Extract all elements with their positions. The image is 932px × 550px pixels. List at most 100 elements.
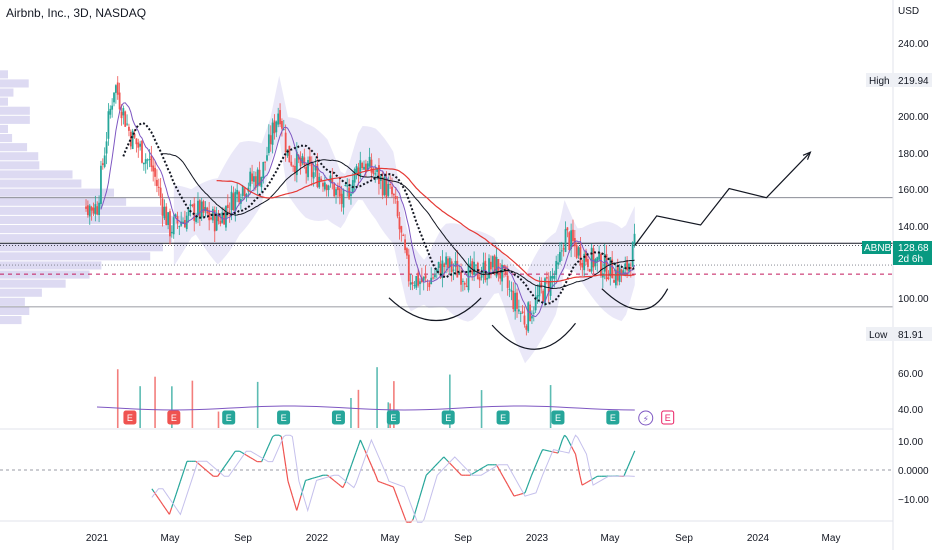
candle-body bbox=[553, 275, 556, 279]
candle-body bbox=[299, 157, 302, 167]
earnings-marker[interactable]: E bbox=[551, 410, 565, 425]
osc-segment bbox=[151, 488, 155, 493]
candle-body bbox=[353, 168, 356, 183]
candle-body bbox=[243, 188, 246, 196]
candle-body bbox=[495, 256, 498, 277]
earnings-marker-letter: E bbox=[171, 413, 177, 423]
candle-body bbox=[131, 130, 134, 150]
candle-body bbox=[267, 134, 270, 154]
candle-body bbox=[90, 206, 93, 211]
price-tick: 200.00 bbox=[898, 112, 929, 123]
osc-segment bbox=[416, 497, 421, 505]
earnings-marker[interactable]: E bbox=[331, 410, 345, 425]
candle-body bbox=[178, 226, 181, 228]
dividend-marker[interactable]: ⚡ bbox=[638, 410, 654, 426]
osc-segment bbox=[456, 470, 460, 474]
candle-body bbox=[92, 207, 95, 214]
candle-body bbox=[118, 92, 121, 110]
candle-body bbox=[493, 255, 496, 275]
candle-body bbox=[523, 315, 526, 325]
candle-body bbox=[590, 247, 593, 272]
candle-body bbox=[532, 312, 535, 314]
candle-body bbox=[114, 85, 117, 93]
earnings-marker-letter: E bbox=[555, 413, 561, 423]
candle-body bbox=[521, 311, 524, 314]
earnings-marker[interactable]: E bbox=[167, 410, 181, 425]
candle-body bbox=[85, 206, 87, 209]
candle-body bbox=[154, 167, 156, 177]
osc-segment bbox=[344, 476, 348, 484]
earnings-markers[interactable]: E E E E E E E E E E E ⚡ bbox=[123, 410, 675, 426]
earnings-marker[interactable]: E bbox=[222, 410, 236, 425]
osc-segment bbox=[445, 458, 449, 462]
candle-body bbox=[277, 113, 280, 125]
osc-segment bbox=[168, 507, 173, 515]
candle-body bbox=[452, 269, 455, 271]
earnings-marker[interactable]: E bbox=[277, 410, 291, 425]
osc-segment bbox=[377, 480, 381, 483]
candle-body bbox=[256, 169, 259, 187]
volume-profile-bar bbox=[0, 79, 29, 88]
candle-body bbox=[448, 257, 451, 268]
candle-body bbox=[387, 183, 390, 196]
candle-body bbox=[314, 165, 317, 171]
osc-segment bbox=[267, 441, 271, 447]
candle-body bbox=[275, 121, 278, 133]
candle-body bbox=[587, 259, 589, 267]
candle-body bbox=[113, 92, 115, 103]
osc-segment bbox=[311, 477, 315, 480]
volume-profile-bar bbox=[0, 261, 102, 270]
candle-body bbox=[419, 281, 421, 285]
earnings-marker[interactable]: E bbox=[441, 410, 455, 425]
candle-body bbox=[279, 110, 281, 125]
candle-body bbox=[534, 296, 537, 311]
candle-body bbox=[157, 186, 160, 188]
candle-body bbox=[322, 182, 324, 187]
osc-segment bbox=[261, 456, 265, 462]
time-axis[interactable]: 2021 May Sep 2022 May Sep 2023 May Sep 2… bbox=[86, 533, 841, 544]
osc-segment bbox=[516, 494, 519, 497]
candle-body bbox=[624, 263, 627, 269]
osc-segment bbox=[252, 458, 256, 461]
candle-body bbox=[221, 212, 224, 223]
candle-body bbox=[198, 200, 201, 219]
osc-segment bbox=[384, 483, 387, 486]
osc-segment bbox=[182, 467, 186, 475]
candle-body bbox=[312, 172, 315, 179]
candle-body bbox=[204, 206, 207, 212]
candle-body bbox=[200, 201, 203, 218]
earnings-marker[interactable]: E bbox=[496, 410, 510, 425]
earnings-marker[interactable]: E bbox=[386, 410, 400, 425]
osc-segment bbox=[357, 439, 361, 447]
price-axis[interactable]: USD 240.00 200.00 180.00 160.00 140.00 1… bbox=[898, 6, 929, 506]
earnings-marker[interactable]: E bbox=[606, 410, 620, 425]
osc-segment bbox=[428, 470, 432, 474]
candle-body bbox=[305, 166, 308, 174]
candle-body bbox=[570, 230, 573, 249]
osc-segment bbox=[480, 466, 484, 470]
candle-body bbox=[538, 284, 541, 297]
earnings-marker-box bbox=[167, 410, 181, 425]
earnings-marker[interactable]: E bbox=[123, 410, 137, 425]
candle-body bbox=[86, 205, 89, 216]
candle-body bbox=[525, 325, 528, 330]
volume-profile-bar bbox=[0, 97, 8, 106]
earnings-marker[interactable]: E bbox=[661, 410, 675, 425]
candle-body bbox=[398, 217, 401, 230]
volume-profile-bar bbox=[0, 106, 30, 115]
osc-segment bbox=[518, 493, 521, 496]
high-label: High bbox=[869, 76, 890, 87]
osc-segment bbox=[474, 470, 478, 474]
candle-body bbox=[374, 173, 377, 175]
osc-segment bbox=[305, 479, 308, 482]
earnings-marker-letter: E bbox=[390, 413, 396, 423]
pattern-arcs bbox=[388, 288, 669, 350]
candle-body bbox=[607, 277, 610, 280]
candle-body bbox=[271, 122, 274, 145]
osc-segment bbox=[394, 492, 399, 499]
candle-body bbox=[109, 108, 112, 115]
candle-body bbox=[163, 206, 166, 219]
candle-body bbox=[226, 204, 229, 209]
osc-segment bbox=[342, 482, 346, 488]
